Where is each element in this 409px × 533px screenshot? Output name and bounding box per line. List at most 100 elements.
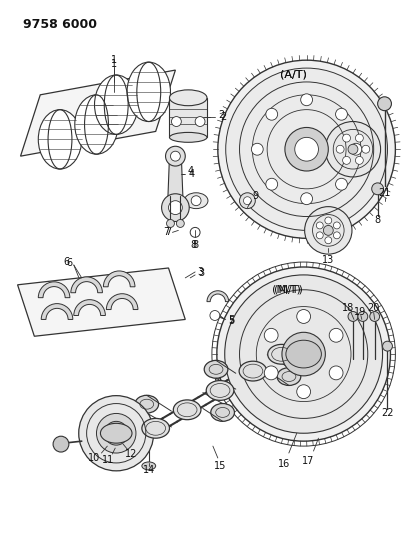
Circle shape [333,232,339,239]
Circle shape [168,201,182,215]
Text: 5: 5 [227,317,234,326]
Ellipse shape [238,361,266,381]
Text: 2: 2 [219,111,225,122]
Text: 7: 7 [163,228,169,237]
Text: 1: 1 [111,59,117,69]
Text: 4: 4 [188,169,194,179]
Circle shape [243,197,251,205]
Circle shape [371,183,382,195]
Wedge shape [207,290,228,302]
Circle shape [335,146,343,153]
Text: 10: 10 [88,453,100,463]
Circle shape [96,414,136,453]
Circle shape [357,311,367,321]
Circle shape [323,225,333,236]
Circle shape [53,436,69,452]
Polygon shape [169,98,207,138]
Text: 22: 22 [380,408,393,418]
Circle shape [166,220,174,228]
Text: 19: 19 [353,306,365,317]
Circle shape [304,207,351,254]
Ellipse shape [38,110,81,169]
Ellipse shape [142,462,155,470]
Text: 8: 8 [374,215,380,225]
Ellipse shape [135,395,158,413]
Ellipse shape [206,381,233,400]
Text: 2: 2 [218,110,225,119]
Circle shape [239,193,255,208]
Text: 3: 3 [198,268,204,278]
Circle shape [165,146,185,166]
Circle shape [328,366,342,380]
Circle shape [224,275,382,433]
Circle shape [296,310,310,324]
Text: 8: 8 [191,240,198,250]
Text: 11: 11 [102,455,114,465]
Text: 6: 6 [67,258,73,268]
Text: (M/T): (M/T) [272,285,301,295]
Ellipse shape [142,418,169,438]
Circle shape [264,366,277,380]
Circle shape [291,342,315,366]
Circle shape [300,94,312,106]
Circle shape [216,267,389,441]
Circle shape [347,311,357,321]
Wedge shape [74,300,105,316]
Circle shape [324,237,331,244]
Text: (M/T): (M/T) [274,285,303,295]
Text: 7: 7 [165,228,171,237]
Circle shape [335,108,346,120]
Circle shape [265,178,277,190]
Ellipse shape [285,340,321,368]
Ellipse shape [210,403,234,421]
Circle shape [377,97,391,111]
Circle shape [264,328,277,342]
Wedge shape [41,304,73,319]
Circle shape [296,385,310,399]
Text: 13: 13 [321,255,334,265]
Circle shape [176,220,184,228]
Text: 15: 15 [213,461,225,471]
Circle shape [284,127,328,171]
Polygon shape [167,156,183,208]
Circle shape [333,222,339,229]
Circle shape [369,311,379,321]
Circle shape [335,178,346,190]
Text: 9: 9 [252,191,258,201]
Circle shape [325,122,380,177]
Text: 6: 6 [64,257,70,267]
Text: 3: 3 [197,267,202,277]
Circle shape [190,228,200,237]
Circle shape [170,151,180,161]
Ellipse shape [173,400,200,419]
Circle shape [328,328,342,342]
Text: 20: 20 [366,303,379,312]
Ellipse shape [169,90,207,106]
Circle shape [281,332,325,376]
Circle shape [355,134,362,142]
Circle shape [361,146,369,153]
Ellipse shape [267,344,294,364]
Circle shape [315,232,322,239]
Text: (A/T): (A/T) [280,69,306,79]
Circle shape [347,144,357,154]
Text: 4: 4 [187,166,193,176]
Circle shape [324,217,331,224]
Text: 14: 14 [142,465,155,475]
Ellipse shape [74,95,118,154]
Text: 1: 1 [111,55,117,65]
Ellipse shape [94,75,137,134]
Circle shape [382,341,391,351]
Ellipse shape [204,360,227,378]
Text: 12: 12 [124,449,137,459]
Wedge shape [106,294,137,310]
Ellipse shape [184,193,207,208]
Circle shape [265,108,277,120]
Polygon shape [18,268,185,336]
Text: 16: 16 [277,459,289,469]
Circle shape [195,117,204,126]
Wedge shape [71,277,102,293]
Ellipse shape [169,132,207,142]
Wedge shape [38,282,70,297]
Circle shape [251,143,263,155]
